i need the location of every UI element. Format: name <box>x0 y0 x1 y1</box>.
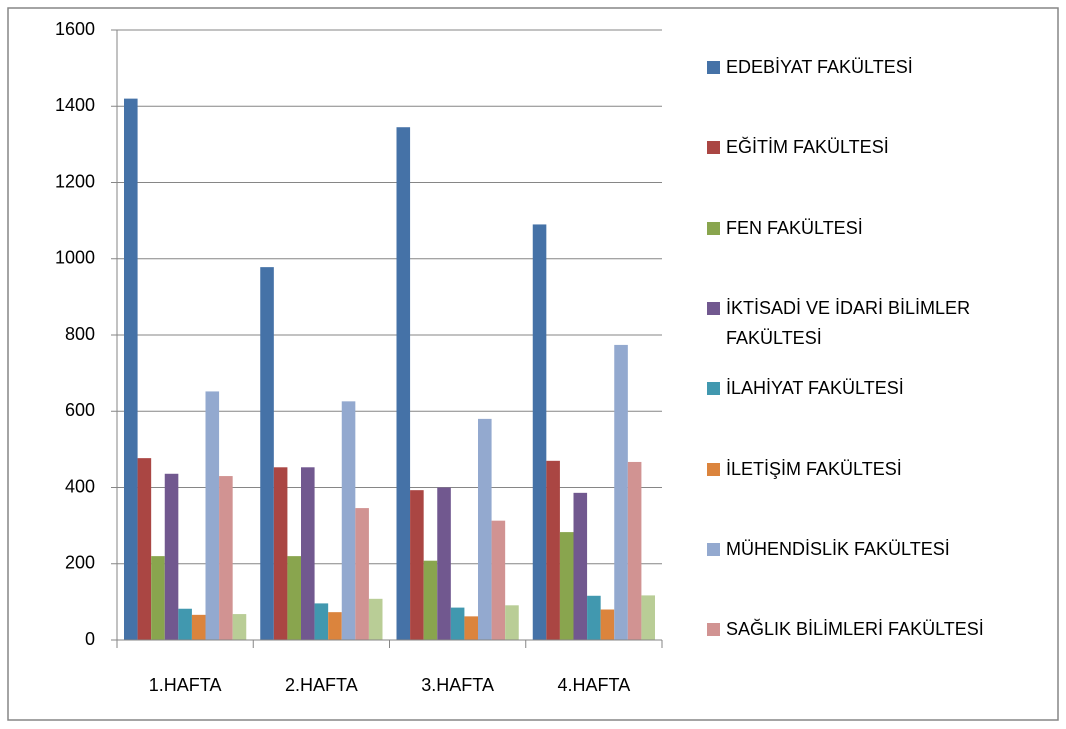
bar <box>464 616 478 640</box>
legend-swatch <box>707 462 720 476</box>
legend-label: SAĞLIK BİLİMLERİ FAKÜLTESİ <box>726 619 984 640</box>
bar <box>368 598 383 640</box>
legend-item: FEN FAKÜLTESİ <box>707 213 1047 243</box>
bar <box>600 609 615 640</box>
legend-item: İKTİSADİ VE İDARİ BİLİMLER FAKÜLTESİ <box>707 293 1047 353</box>
y-tick-label: 200 <box>65 553 95 573</box>
legend-label: İLETİŞİM FAKÜLTESİ <box>726 458 902 479</box>
bar <box>191 614 206 640</box>
legend-swatch <box>707 382 720 396</box>
bar <box>478 418 492 640</box>
x-tick-label: 1.HAFTA <box>149 675 222 695</box>
bar <box>559 532 574 640</box>
y-tick-label: 1400 <box>55 95 95 115</box>
y-tick-label: 1600 <box>55 19 95 39</box>
legend-item: İLETİŞİM FAKÜLTESİ <box>707 454 1047 484</box>
legend-item: MÜHENDİSLİK FAKÜLTESİ <box>707 534 1047 564</box>
legend-label: İLAHİYAT FAKÜLTESİ <box>726 378 904 399</box>
chart-border <box>7 7 1059 721</box>
legend-swatch <box>707 141 720 155</box>
legend-swatch <box>707 301 720 315</box>
bar <box>314 603 329 640</box>
bar <box>273 467 288 640</box>
bar <box>505 605 519 640</box>
bar <box>450 607 465 640</box>
bar <box>627 461 642 640</box>
bar <box>219 476 233 640</box>
bar <box>205 391 220 640</box>
bar <box>437 487 451 640</box>
bar <box>587 595 601 640</box>
bar <box>396 127 411 640</box>
bar <box>328 612 342 640</box>
y-tick-label: 0 <box>85 629 95 649</box>
legend-label: MÜHENDİSLİK FAKÜLTESİ <box>726 538 950 559</box>
bar <box>491 520 506 640</box>
y-tick-label: 800 <box>65 324 95 344</box>
bar <box>532 224 547 640</box>
x-tick-label: 2.HAFTA <box>285 675 358 695</box>
bar <box>355 508 369 640</box>
bar <box>287 556 301 640</box>
y-tick-label: 600 <box>65 400 95 420</box>
bar <box>178 608 192 640</box>
legend-label: EĞİTİM FAKÜLTESİ <box>726 137 889 158</box>
bar <box>341 401 356 640</box>
bar <box>151 556 165 640</box>
x-tick-label: 3.HAFTA <box>421 675 494 695</box>
y-tick-label: 400 <box>65 476 95 496</box>
legend-swatch <box>707 542 720 556</box>
bar <box>260 267 274 640</box>
bar <box>232 614 247 640</box>
y-tick-label: 1000 <box>55 248 95 268</box>
legend-item: SAĞLIK BİLİMLERİ FAKÜLTESİ <box>707 614 1047 644</box>
bar <box>641 595 655 640</box>
bar <box>614 344 628 640</box>
legend-item: EĞİTİM FAKÜLTESİ <box>707 132 1047 162</box>
bar <box>410 490 424 640</box>
legend-label: FEN FAKÜLTESİ <box>726 217 863 238</box>
legend-swatch <box>707 623 720 637</box>
legend-label: EDEBİYAT FAKÜLTESİ <box>726 57 913 77</box>
bar <box>573 492 588 640</box>
y-tick-label: 1200 <box>55 171 95 191</box>
bar <box>124 98 138 640</box>
bar <box>137 458 152 640</box>
legend-swatch <box>707 221 720 235</box>
legend-item: EDEBİYAT FAKÜLTESİ <box>707 52 1047 82</box>
legend-label: İKTİSADİ VE İDARİ BİLİMLER FAKÜLTESİ <box>726 297 971 348</box>
bar <box>301 467 315 640</box>
bar <box>423 560 438 640</box>
bar <box>164 473 179 640</box>
x-tick-label: 4.HAFTA <box>558 675 631 695</box>
legend-item: İLAHİYAT FAKÜLTESİ <box>707 373 1047 403</box>
bar <box>546 460 560 640</box>
legend-swatch <box>707 61 720 74</box>
